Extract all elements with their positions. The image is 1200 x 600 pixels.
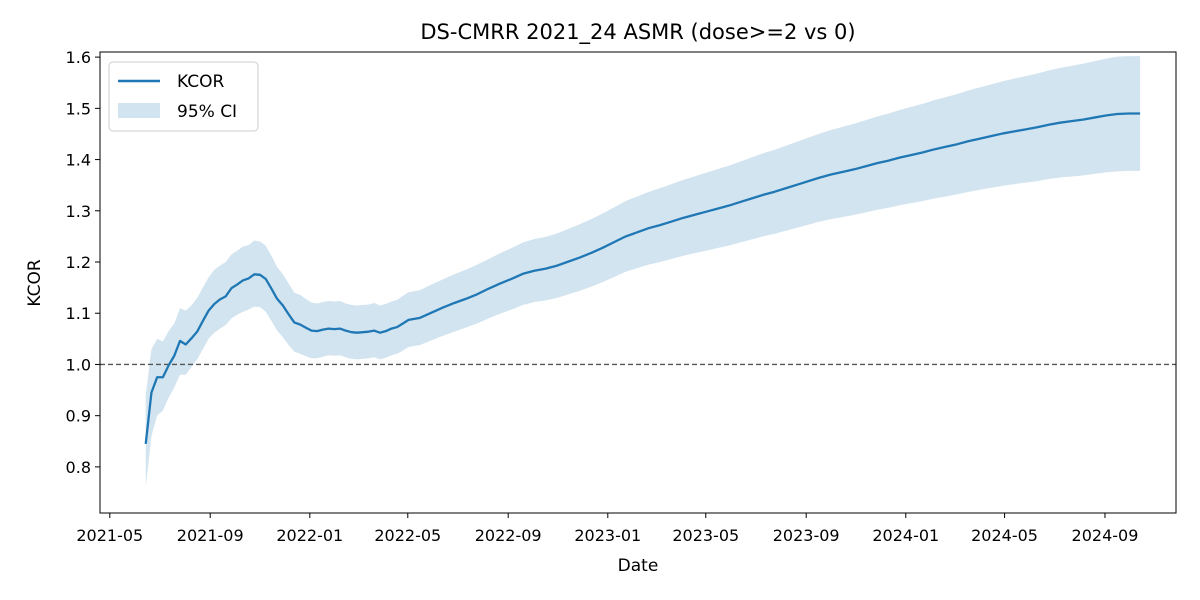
x-tick-label: 2022-09 bbox=[475, 526, 542, 545]
x-tick-label: 2024-05 bbox=[971, 526, 1038, 545]
y-tick-label: 1.3 bbox=[66, 202, 91, 221]
plot-frame bbox=[99, 51, 1177, 514]
y-tick-label: 1.6 bbox=[66, 48, 91, 67]
kcor-line-layer bbox=[144, 112, 1141, 444]
ci-band bbox=[145, 56, 1141, 488]
x-tick-label: 2024-09 bbox=[1072, 526, 1139, 545]
x-tick-label: 2021-09 bbox=[177, 526, 244, 545]
x-tick-label: 2023-05 bbox=[672, 526, 739, 545]
x-tick-label: 2022-01 bbox=[276, 526, 343, 545]
y-tick-label: 1.1 bbox=[66, 304, 91, 323]
x-tick-label: 2023-09 bbox=[773, 526, 840, 545]
x-tick-label: 2023-01 bbox=[574, 526, 641, 545]
kcor-line bbox=[144, 112, 1141, 444]
x-tick-label: 2022-05 bbox=[374, 526, 441, 545]
y-tick-label: 1.5 bbox=[66, 99, 91, 118]
legend-band-swatch bbox=[118, 103, 160, 118]
y-tick-label: 0.9 bbox=[66, 407, 91, 426]
legend-box bbox=[108, 61, 259, 132]
legend: KCOR 95% CI bbox=[108, 61, 259, 132]
y-tick-label: 0.8 bbox=[66, 458, 91, 477]
x-tick-label: 2021-05 bbox=[76, 526, 143, 545]
ci-band-layer bbox=[145, 56, 1141, 488]
x-axis: 2021-05 2021-09 2022-01 2022-05 2022-09 2023-… bbox=[76, 513, 1138, 545]
y-axis: 0.8 0.9 1.0 1.1 1.2 1.3 1.4 1.5 1.6 bbox=[66, 48, 100, 477]
y-tick-label: 1.2 bbox=[66, 253, 91, 272]
y-tick-label: 1.4 bbox=[66, 151, 91, 170]
legend-label-kcor: KCOR bbox=[177, 72, 224, 92]
legend-label-ci: 95% CI bbox=[177, 102, 237, 122]
y-axis-title: KCOR bbox=[25, 259, 45, 306]
y-tick-label: 1.0 bbox=[66, 355, 91, 374]
x-axis-title: Date bbox=[618, 556, 659, 576]
chart-title: DS-CMRR 2021_24 ASMR (dose>=2 vs 0) bbox=[420, 20, 855, 45]
x-tick-label: 2024-01 bbox=[872, 526, 939, 545]
